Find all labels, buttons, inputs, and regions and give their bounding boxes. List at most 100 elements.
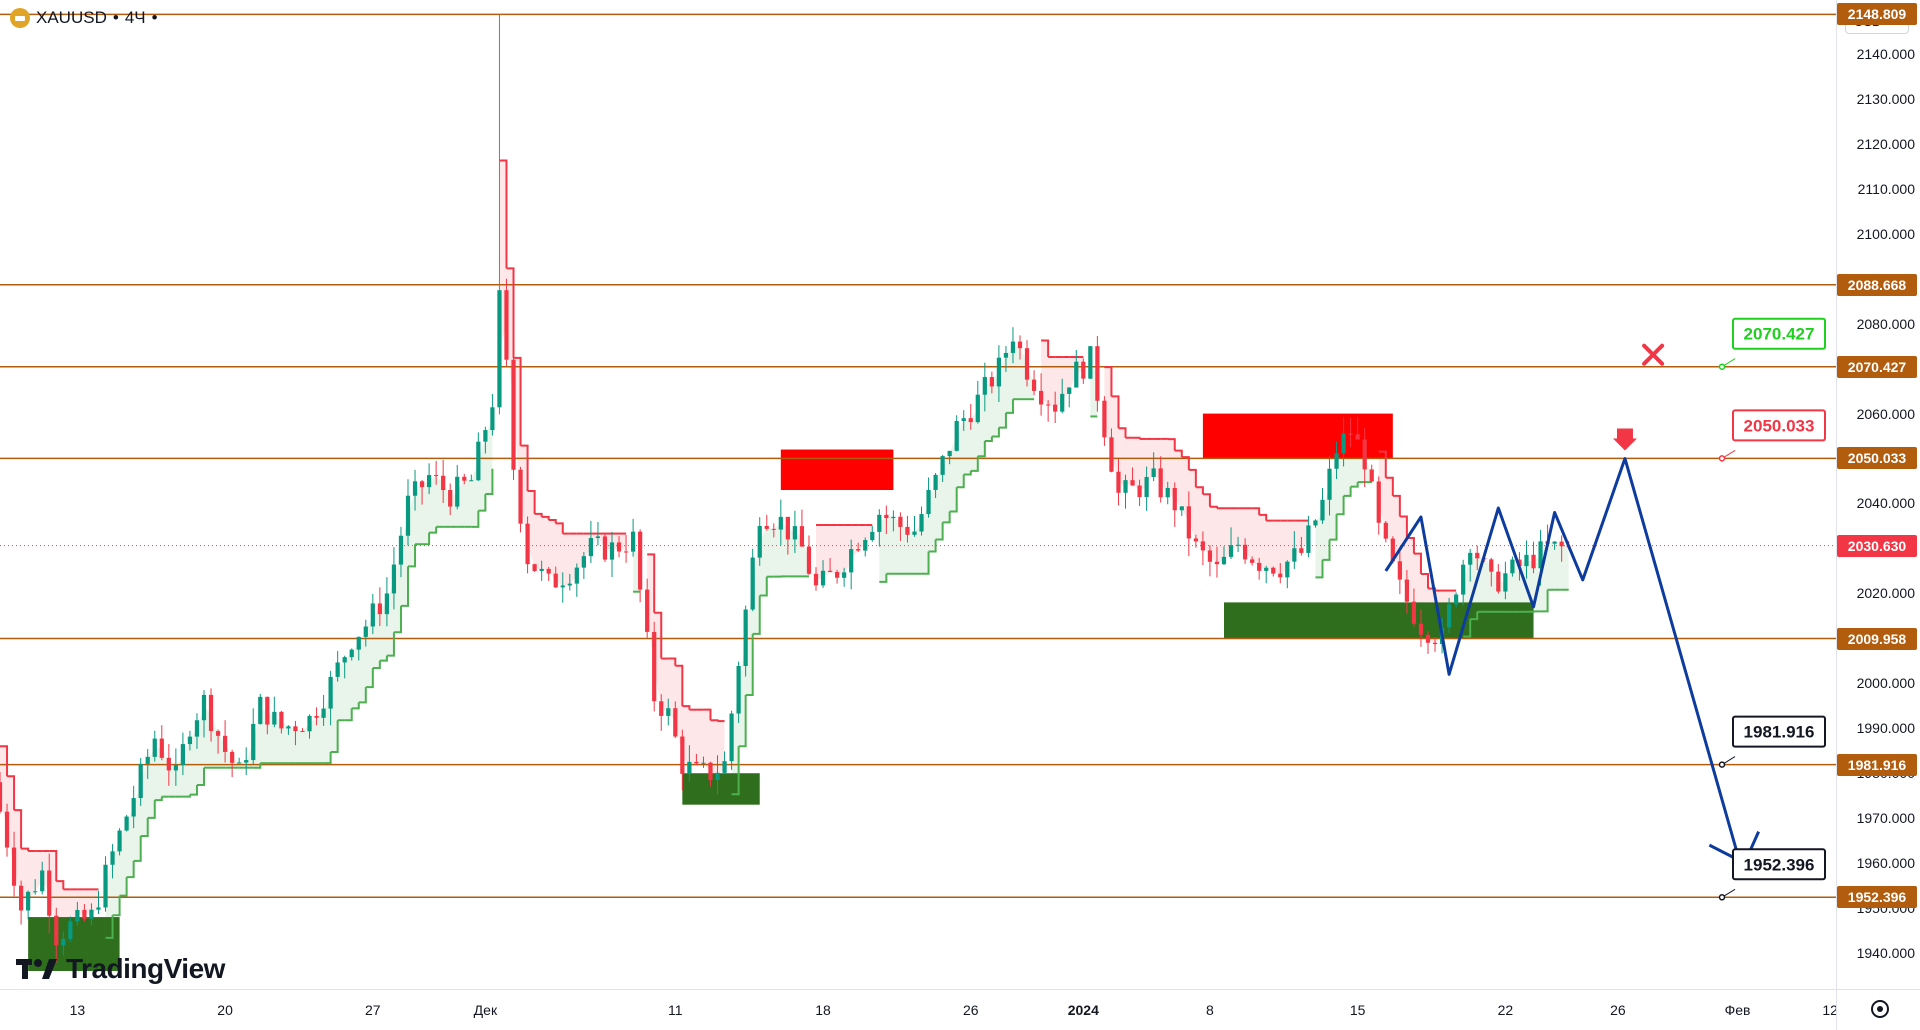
- candle-body: [758, 526, 762, 558]
- candle-body: [638, 532, 642, 590]
- y-tick-label: 1990.000: [1857, 720, 1915, 736]
- candle-body: [821, 571, 825, 586]
- candle-body: [1243, 545, 1247, 560]
- cross-icon: [1644, 346, 1662, 364]
- callout-label: 1981.916: [1744, 723, 1815, 742]
- candle-body: [462, 477, 466, 481]
- trend-fill-segment: [1126, 438, 1133, 487]
- candle-body: [399, 536, 403, 565]
- candle-body: [1461, 565, 1465, 595]
- callout-anchor: [1720, 456, 1725, 461]
- candle-body: [293, 726, 297, 731]
- candle-body: [540, 569, 544, 571]
- candle-body: [666, 708, 670, 716]
- candle-body: [1250, 559, 1254, 562]
- y-tick-label: 1960.000: [1857, 855, 1915, 871]
- callout-label: 1952.396: [1744, 855, 1815, 874]
- candle-body: [715, 773, 719, 780]
- candle-body: [596, 536, 600, 538]
- trend-fill-segment: [345, 653, 352, 720]
- candle-body: [1145, 477, 1149, 497]
- candle-body: [89, 910, 93, 919]
- callout-label: 2070.427: [1744, 325, 1815, 344]
- candle-body: [1180, 506, 1184, 510]
- candle-body: [1264, 568, 1268, 571]
- time-scale[interactable]: 132027Дек11182620248152226Фев12:0: [0, 989, 1836, 1030]
- tradingview-logo[interactable]: TradingView: [16, 953, 225, 985]
- callout-label: 2050.033: [1744, 416, 1815, 435]
- candle-body: [68, 921, 72, 939]
- candle-body: [216, 731, 220, 736]
- trend-fill-segment: [767, 527, 774, 576]
- candle-body: [525, 524, 529, 564]
- candle-body: [321, 709, 325, 718]
- candle-body: [1222, 557, 1226, 564]
- candle-body: [1320, 500, 1324, 521]
- candle-body: [990, 377, 994, 386]
- y-tick-label: 2000.000: [1857, 675, 1915, 691]
- candle-body: [589, 538, 593, 556]
- y-tick-label: 2140.000: [1857, 46, 1915, 62]
- candle-body: [125, 817, 129, 831]
- candle-body: [518, 470, 522, 524]
- trend-fill-segment: [288, 727, 295, 763]
- down-arrow-icon: [1613, 429, 1637, 451]
- chart-area[interactable]: 2070.427 2050.033 1981.916 1952.396 XAUUSD …: [0, 0, 1836, 989]
- x-tick-label: 2024: [1068, 1002, 1099, 1018]
- tv-logo-icon: [16, 957, 60, 981]
- candle-body: [1468, 553, 1472, 565]
- price-scale[interactable]: USD 1940.0001950.0001960.0001970.0001980…: [1836, 0, 1920, 989]
- trend-fill-segment: [542, 517, 549, 571]
- trail-dot: •: [152, 8, 158, 28]
- candle-body: [132, 798, 136, 816]
- candle-body: [26, 892, 30, 911]
- trend-fill-segment: [1555, 543, 1562, 590]
- candle-body: [1166, 488, 1170, 497]
- trend-fill-segment: [1259, 515, 1266, 569]
- candle-body: [849, 549, 853, 572]
- trend-fill-segment: [837, 525, 844, 575]
- y-tick-label: 2060.000: [1857, 406, 1915, 422]
- candle-body: [575, 568, 579, 584]
- candle-body: [1159, 468, 1163, 497]
- trend-fill-segment: [464, 479, 471, 527]
- support-zone: [682, 773, 759, 804]
- candle-body: [420, 481, 424, 487]
- candle-body: [153, 739, 157, 757]
- candle-body: [997, 358, 1001, 387]
- candle-body: [490, 407, 494, 430]
- candle-body: [350, 650, 354, 658]
- candle-body: [146, 757, 150, 764]
- candle-body: [863, 540, 867, 550]
- candle-body: [1173, 488, 1177, 510]
- candle-body: [1489, 559, 1493, 571]
- candle-body: [300, 731, 304, 732]
- candle-body: [188, 737, 192, 744]
- candle-body: [983, 377, 987, 395]
- candle-body: [1025, 348, 1029, 379]
- candle-body: [814, 574, 818, 586]
- gear-icon[interactable]: [1871, 1000, 1889, 1018]
- candle-body: [652, 632, 656, 701]
- symbol-header[interactable]: XAUUSD • 4Ч •: [10, 8, 158, 28]
- candle-body: [455, 477, 459, 507]
- candle-body: [40, 870, 44, 891]
- candle-body: [1039, 391, 1043, 405]
- trend-fill-segment: [535, 514, 542, 570]
- candle-body: [413, 481, 417, 495]
- candle-body: [1187, 506, 1191, 538]
- candle-body: [1046, 404, 1050, 405]
- level-price-tag: 2088.668: [1837, 274, 1917, 296]
- price-chart[interactable]: 2070.427 2050.033 1981.916 1952.396: [0, 0, 1836, 989]
- candle-body: [1349, 434, 1353, 435]
- candle-body: [751, 558, 755, 610]
- y-tick-label: 2120.000: [1857, 136, 1915, 152]
- candle-body: [941, 456, 945, 475]
- settings-corner[interactable]: [1836, 989, 1920, 1030]
- support-zone: [1224, 602, 1534, 638]
- trend-fill-segment: [689, 710, 696, 768]
- candle-body: [61, 939, 65, 945]
- x-tick-label: 26: [963, 1002, 979, 1018]
- candle-body: [842, 572, 846, 577]
- candle-body: [202, 695, 206, 720]
